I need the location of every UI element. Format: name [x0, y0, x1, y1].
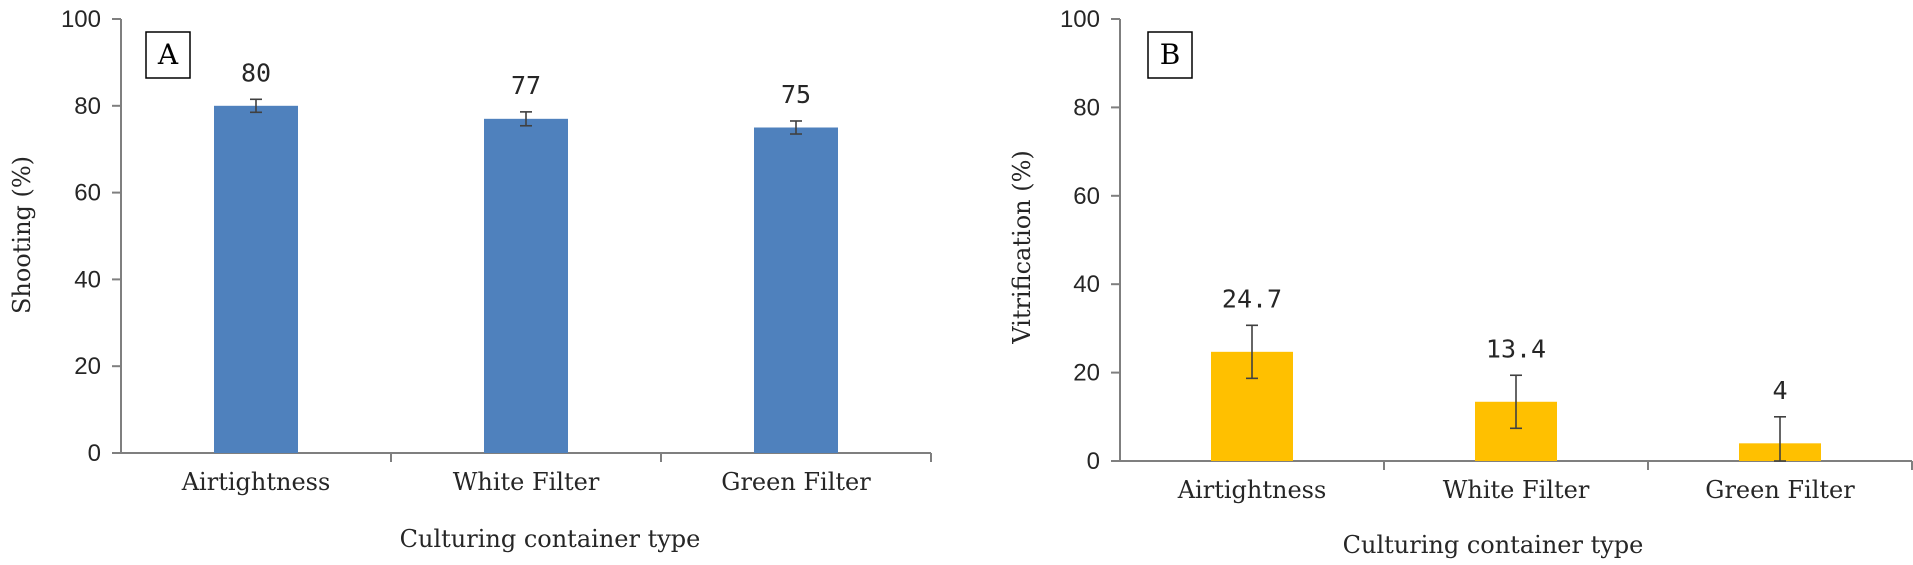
category-labels-a: Airtightness White Filter Green Filter [181, 468, 872, 496]
bar-white-filter-a [484, 118, 568, 453]
panel-label-box-a [145, 31, 191, 79]
error-bar-green-filter-a [790, 120, 802, 135]
data-label-white-filter-b: 13.4 [1486, 334, 1546, 363]
y-ticks-b: 0 20 40 60 80 100 [1060, 6, 1120, 475]
y-tick-label-a: 20 [74, 353, 101, 380]
category-label-airtightness-a: Airtightness [181, 468, 331, 496]
y-tick-label-b: 60 [1073, 183, 1100, 210]
bars-a [214, 105, 838, 454]
error-bars-a [250, 98, 802, 135]
data-label-white-filter-a: 77 [511, 71, 541, 100]
bar-airtightness-a [214, 105, 298, 454]
x-axis-label-b: Culturing container type [1343, 531, 1644, 559]
error-bar-white-filter-b [1510, 374, 1522, 430]
data-label-green-filter-a: 75 [781, 80, 811, 109]
error-bar-airtightness-b [1246, 324, 1258, 380]
x-ticks-a [390, 453, 932, 462]
data-label-airtightness-b: 24.7 [1222, 284, 1282, 313]
bar-green-filter-a [754, 127, 838, 453]
panel-label-a: A [157, 38, 179, 71]
category-label-white-filter-a: White Filter [453, 468, 600, 496]
y-ticks-a: 0 20 40 60 80 100 [61, 6, 121, 467]
chart-panel-b: B Vitrification (%) Culturing container … [1008, 6, 1913, 559]
y-tick-label-b: 40 [1073, 271, 1100, 298]
y-tick-label-a: 40 [74, 266, 101, 293]
category-label-airtightness-b: Airtightness [1177, 476, 1327, 504]
data-label-airtightness-a: 80 [241, 58, 271, 87]
error-bars-b [1246, 324, 1786, 462]
y-tick-label-b: 80 [1073, 94, 1100, 121]
category-label-white-filter-b: White Filter [1443, 476, 1590, 504]
y-tick-label-b: 20 [1073, 360, 1100, 387]
data-labels-a: 80 77 75 [241, 58, 811, 109]
x-axis-label-a: Culturing container type [400, 525, 701, 553]
panel-label-box-b [1147, 31, 1193, 79]
y-axis-label-b: Vitrification (%) [1008, 150, 1036, 345]
y-tick-label-b: 0 [1087, 448, 1100, 475]
error-bar-green-filter-b [1774, 415, 1786, 462]
error-bar-airtightness-a [250, 98, 262, 114]
chart-panel-a: A Shooting (%) Culturing container type … [8, 6, 932, 553]
data-labels-b: 24.7 13.4 4 [1222, 284, 1788, 404]
category-label-green-filter-a: Green Filter [721, 468, 871, 496]
y-tick-label-a: 80 [74, 93, 101, 120]
panel-label-b: B [1160, 38, 1181, 71]
category-label-green-filter-b: Green Filter [1705, 476, 1855, 504]
y-tick-label-b: 100 [1060, 6, 1100, 33]
data-label-green-filter-b: 4 [1772, 376, 1787, 405]
category-labels-b: Airtightness White Filter Green Filter [1177, 476, 1856, 504]
y-tick-label-a: 0 [88, 440, 101, 467]
y-tick-label-a: 60 [74, 180, 101, 207]
error-bar-white-filter-a [520, 111, 532, 127]
x-ticks-b [1383, 461, 1913, 470]
y-axis-label-a: Shooting (%) [8, 156, 36, 314]
y-tick-label-a: 100 [61, 6, 101, 33]
